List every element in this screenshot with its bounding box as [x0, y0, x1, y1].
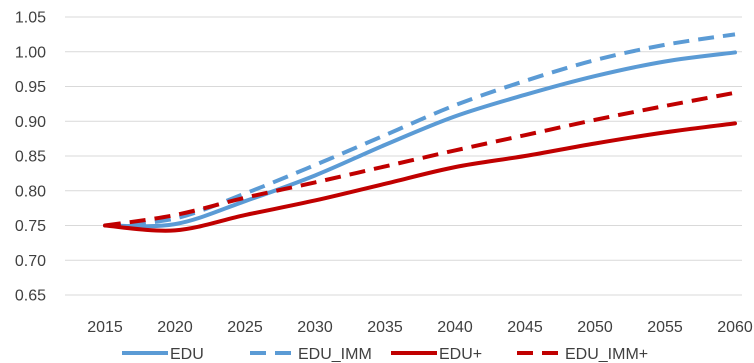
x-tick-label: 2035 [367, 319, 403, 336]
legend-label-edu-: EDU+ [439, 346, 482, 363]
y-tick-label: 0.70 [15, 253, 46, 270]
x-tick-label: 2040 [437, 319, 473, 336]
series-line-edu-imm- [104, 90, 736, 228]
x-tick-label: 2030 [297, 319, 333, 336]
y-tick-label: 0.75 [15, 218, 46, 235]
y-tick-label: 0.90 [15, 114, 46, 131]
legend: EDU EDU_IMM EDU+ EDU_IMM+ [122, 346, 648, 363]
series-line-edu [103, 50, 737, 229]
legend-label-edu: EDU [170, 346, 204, 363]
y-tick-label: 1.00 [15, 44, 46, 61]
x-tick-label: 2045 [507, 319, 543, 336]
x-tick-label: 2025 [227, 319, 263, 336]
y-axis-tick-labels: 0.65 0.70 0.75 0.80 0.85 0.90 0.95 1.00 1.05 [15, 10, 46, 305]
x-tick-label: 2050 [577, 319, 613, 336]
y-tick-label: 1.05 [15, 10, 46, 27]
series-line-edu- [103, 121, 737, 233]
y-tick-label: 0.80 [15, 183, 46, 200]
y-tick-label: 0.65 [15, 288, 46, 305]
gridlines [65, 16, 742, 296]
legend-label-edu-imm: EDU_IMM [298, 346, 372, 363]
x-axis-tick-labels: 2015 2020 2025 2030 2035 2040 2045 2050 2055 2060 [87, 319, 753, 336]
legend-label-edu-imm-: EDU_IMM+ [565, 346, 648, 363]
series-lines [103, 32, 737, 233]
y-tick-label: 0.95 [15, 79, 46, 96]
x-tick-label: 2015 [87, 319, 123, 336]
y-tick-label: 0.85 [15, 149, 46, 166]
x-tick-label: 2020 [157, 319, 193, 336]
x-tick-label: 2055 [647, 319, 683, 336]
x-tick-label: 2060 [717, 319, 753, 336]
